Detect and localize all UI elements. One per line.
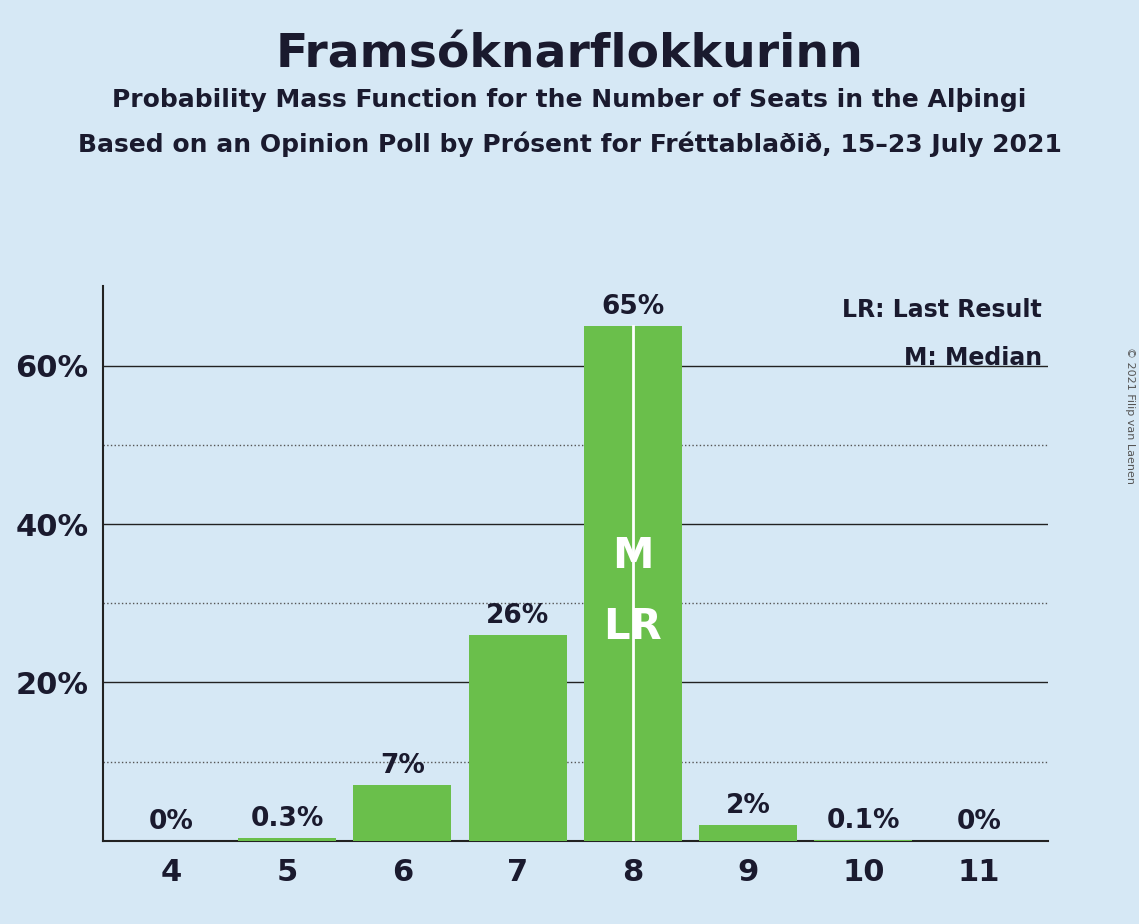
Text: LR: LR (604, 606, 662, 648)
Text: 0%: 0% (149, 808, 194, 834)
Text: 7%: 7% (379, 753, 425, 779)
Text: 0.1%: 0.1% (827, 808, 900, 833)
Bar (584, 326, 682, 841)
Bar (699, 825, 797, 841)
Text: LR: Last Result: LR: Last Result (843, 298, 1042, 322)
Text: Probability Mass Function for the Number of Seats in the Alþingi: Probability Mass Function for the Number… (113, 88, 1026, 112)
Text: Framsóknarflokkurinn: Framsóknarflokkurinn (276, 32, 863, 78)
Text: 26%: 26% (486, 602, 549, 628)
Bar (468, 635, 566, 841)
Text: M: Median: M: Median (904, 346, 1042, 370)
Bar (238, 838, 336, 841)
Bar (353, 785, 451, 841)
Text: 2%: 2% (726, 793, 771, 819)
Text: 65%: 65% (601, 294, 664, 320)
Text: Based on an Opinion Poll by Prósent for Fréttablaðið, 15–23 July 2021: Based on an Opinion Poll by Prósent for … (77, 131, 1062, 157)
Text: 0%: 0% (957, 808, 1001, 834)
Text: © 2021 Filip van Laenen: © 2021 Filip van Laenen (1125, 347, 1134, 484)
Text: M: M (612, 535, 654, 577)
Text: 0.3%: 0.3% (251, 806, 323, 833)
